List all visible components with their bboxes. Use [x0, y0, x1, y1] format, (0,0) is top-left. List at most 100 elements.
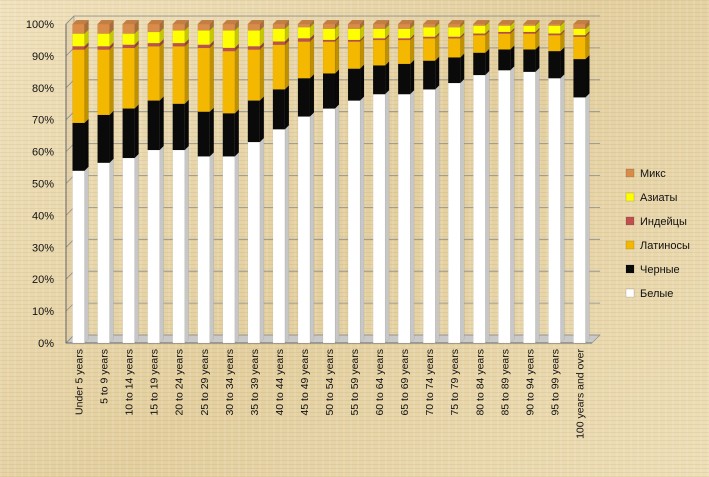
bar-side [409, 59, 415, 95]
bar-top [398, 20, 415, 24]
x-category-label: 30 to 34 years [224, 349, 236, 416]
bar-side [309, 37, 315, 79]
bar-side [560, 46, 565, 79]
bar-side [560, 73, 565, 344]
bar-segment [247, 49, 261, 101]
bar-side [259, 96, 265, 143]
bar-segment [322, 41, 336, 74]
bar-segment [372, 23, 386, 29]
bar-side [109, 158, 114, 344]
bar-segment [372, 39, 386, 66]
bar-segment [122, 108, 135, 159]
bar-side [485, 70, 490, 344]
bar-segment [97, 46, 110, 50]
bar-segment [397, 28, 411, 39]
bar-side [184, 145, 189, 344]
bar-side [510, 65, 515, 344]
bar-side [284, 124, 290, 344]
legend-label: Азиаты [640, 192, 677, 204]
bar-segment [297, 78, 311, 117]
x-category-label: 85 to 89 years [499, 349, 511, 416]
x-category-label: 45 to 49 years [299, 349, 311, 416]
bar-segment [97, 114, 110, 163]
x-category-label: 5 to 9 years [99, 349, 111, 404]
bar-side [184, 99, 189, 151]
bar-segment [247, 23, 261, 31]
bar-side [585, 32, 590, 60]
x-category-label: 50 to 54 years [324, 349, 336, 416]
x-category-label: 80 to 84 years [474, 349, 486, 416]
bar-side [359, 37, 365, 70]
bar-segment [172, 46, 185, 104]
bar-top [448, 20, 465, 24]
bar-segment [372, 38, 386, 41]
bar-side [485, 48, 490, 76]
bar-segment [498, 33, 511, 50]
bar-segment [473, 25, 486, 34]
bar-segment [222, 47, 236, 52]
bar-side [434, 56, 440, 90]
bar-top [373, 20, 390, 24]
bar-segment [548, 23, 561, 26]
bar-segment [147, 46, 160, 101]
bar-top [197, 20, 214, 24]
bar-segment [523, 31, 536, 34]
bar-top [147, 20, 164, 24]
y-tick-label: 100% [26, 19, 54, 31]
bar-side [409, 89, 415, 344]
bar-segment [197, 111, 210, 157]
x-category-label: 20 to 24 years [174, 349, 186, 416]
bar-top [523, 20, 540, 24]
bar-segment [122, 23, 135, 34]
bar-segment [172, 42, 185, 47]
bar-side [109, 45, 114, 116]
bar-segment [347, 68, 361, 101]
bar-segment [347, 23, 361, 29]
y-tick-label: 0% [38, 338, 54, 350]
bar-segment [147, 31, 160, 44]
bar-segment [573, 58, 586, 98]
bar-side [434, 33, 440, 62]
bar-side [84, 166, 89, 344]
bar-segment [97, 162, 110, 344]
bar-top [247, 20, 264, 24]
bar-segment [448, 82, 461, 344]
bar-segment [147, 23, 160, 33]
bar-segment [448, 36, 461, 39]
x-category-label: 95 to 99 years [549, 349, 561, 416]
bar-segment [523, 25, 536, 33]
bar-side [159, 96, 164, 151]
bar-segment [548, 34, 561, 52]
bar-side [460, 53, 465, 84]
bar-segment [473, 52, 486, 76]
bar-side [84, 45, 89, 124]
bar-segment [498, 49, 511, 71]
bar-segment [147, 42, 160, 47]
bar-segment [498, 70, 511, 344]
bar-side [284, 84, 290, 130]
bar-segment [573, 34, 586, 37]
bar-segment [422, 38, 436, 61]
bar-segment [297, 38, 311, 42]
bar-side [359, 64, 365, 102]
bar-segment [297, 23, 311, 28]
bar-segment [222, 156, 236, 344]
bar-segment [222, 23, 236, 31]
bar-segment [272, 23, 286, 29]
bar-segment [97, 33, 110, 47]
y-tick-label: 50% [32, 179, 54, 191]
x-category-label: Under 5 years [74, 349, 86, 415]
bar-segment [473, 34, 486, 53]
bar-side [460, 78, 465, 344]
bar-segment [448, 57, 461, 84]
bar-segment [548, 25, 561, 34]
bar-segment [72, 23, 85, 34]
legend-swatch [625, 288, 635, 298]
bar-side [585, 54, 590, 98]
bar-segment [197, 156, 210, 344]
bar-side [510, 45, 515, 71]
bar-segment [197, 47, 210, 112]
bar-segment [272, 41, 286, 45]
bar-segment [498, 25, 511, 33]
x-category-label: 15 to 19 years [149, 349, 161, 416]
